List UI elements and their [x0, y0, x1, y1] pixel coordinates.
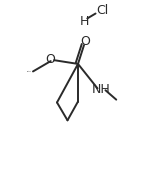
Text: O: O	[45, 53, 55, 66]
Text: H: H	[79, 15, 89, 28]
Text: methyl: methyl	[27, 71, 32, 72]
Text: NH: NH	[92, 83, 111, 96]
Text: Cl: Cl	[96, 4, 108, 17]
Text: O: O	[80, 35, 90, 48]
